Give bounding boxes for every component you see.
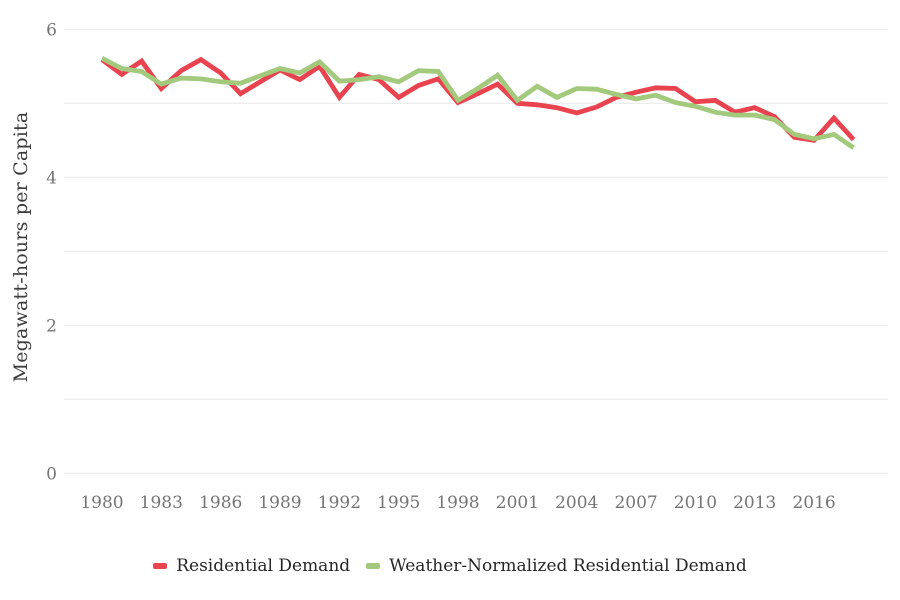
x-tick-label-2007: 2007 <box>614 493 657 513</box>
series-line-weather-normalized-residential-demand <box>100 56 855 150</box>
legend-item-weather-normalized: Weather-Normalized Residential Demand <box>366 556 747 576</box>
legend-item-residential-demand: Residential Demand <box>153 556 350 576</box>
y-tick-label-2: 2 <box>46 316 57 336</box>
x-tick-label-1998: 1998 <box>436 493 479 513</box>
x-tick-label-2001: 2001 <box>496 493 539 513</box>
y-tick-label-6: 6 <box>46 20 57 40</box>
series-line-residential-demand <box>100 56 856 143</box>
legend-swatch-residential-demand-icon <box>153 563 168 569</box>
y-tick-label-0: 0 <box>46 464 57 484</box>
legend-swatch-weather-normalized-icon <box>366 563 381 569</box>
legend-label-weather-normalized: Weather-Normalized Residential Demand <box>389 556 747 576</box>
x-tick-label-2004: 2004 <box>555 493 598 513</box>
legend-label-residential-demand: Residential Demand <box>176 556 351 576</box>
x-tick-label-1995: 1995 <box>377 493 420 513</box>
x-tick-label-1983: 1983 <box>140 493 183 513</box>
x-tick-label-1992: 1992 <box>318 493 361 513</box>
y-axis-title: Megawatt-hours per Capita <box>10 111 32 383</box>
y-tick-label-4: 4 <box>46 168 57 188</box>
x-tick-label-1986: 1986 <box>199 493 242 513</box>
x-tick-label-2013: 2013 <box>733 493 776 513</box>
x-tick-label-2016: 2016 <box>792 493 835 513</box>
legend: Residential Demand Weather-Normalized Re… <box>0 556 900 576</box>
x-tick-label-2010: 2010 <box>674 493 717 513</box>
x-tick-label-1980: 1980 <box>80 493 123 513</box>
x-tick-label-1989: 1989 <box>258 493 301 513</box>
